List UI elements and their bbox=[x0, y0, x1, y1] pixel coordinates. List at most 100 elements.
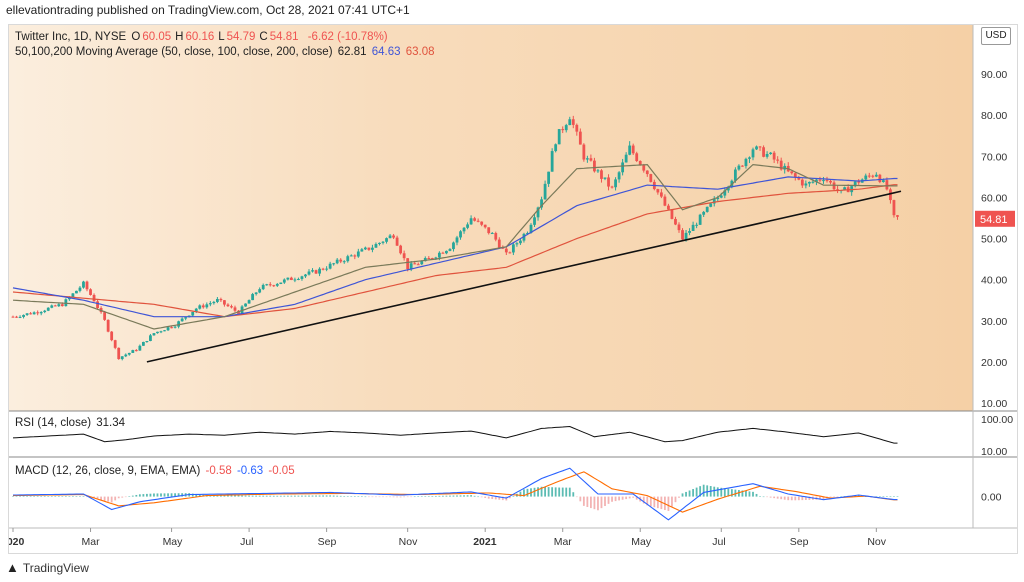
candle-body bbox=[825, 180, 829, 182]
macd-histogram-bar bbox=[741, 490, 744, 497]
macd-histogram-bar bbox=[301, 495, 303, 497]
candle-body bbox=[536, 207, 540, 218]
macd-histogram-bar bbox=[537, 487, 539, 497]
ohlc-values: O 60.05 H 60.16 L 54.79 C 54.81 bbox=[131, 31, 302, 43]
candle-body bbox=[853, 181, 857, 187]
candle-body bbox=[688, 230, 691, 233]
candle-body bbox=[603, 177, 607, 179]
macd-histogram-bar bbox=[459, 495, 462, 497]
macd-histogram-bar bbox=[618, 496, 620, 501]
time-tick-2020: 2020 bbox=[9, 536, 25, 548]
candle-body bbox=[621, 162, 625, 173]
macd-histogram-bar bbox=[72, 496, 74, 497]
candle-body bbox=[698, 214, 702, 225]
candle-body bbox=[205, 304, 209, 308]
macd-histogram-bar bbox=[22, 496, 25, 497]
candle-body bbox=[89, 289, 92, 295]
macd-histogram-bar bbox=[590, 496, 592, 509]
macd-histogram-bar bbox=[487, 496, 490, 499]
candle-body bbox=[381, 241, 385, 243]
macd-histogram-bar bbox=[343, 496, 346, 497]
macd-histogram-bar bbox=[572, 492, 575, 497]
macd-histogram-bar bbox=[368, 496, 370, 498]
candle-body bbox=[173, 326, 177, 328]
macd-histogram-bar bbox=[103, 496, 106, 501]
candle-body bbox=[402, 253, 406, 259]
symbol-legend: Twitter Inc, 1D, NYSE O 60.05 H 60.16 L 54.79… bbox=[15, 31, 390, 43]
macd-histogram-bar bbox=[804, 496, 807, 500]
macd-histogram-bar bbox=[702, 484, 705, 497]
candle-body bbox=[550, 151, 554, 172]
candle-body bbox=[547, 171, 551, 184]
candle-body bbox=[670, 209, 674, 219]
macd-histogram-bar bbox=[54, 496, 57, 497]
candle-body bbox=[138, 345, 142, 351]
candle-body bbox=[282, 279, 286, 283]
macd-histogram-bar bbox=[364, 496, 367, 498]
chart-container[interactable]: 10.00 20.00 30.00 40.00 50.00 60.00 70.00 80.00… bbox=[8, 24, 1018, 554]
macd-histogram-bar bbox=[579, 496, 582, 502]
macd-histogram-bar bbox=[713, 486, 716, 497]
candle-body bbox=[60, 304, 64, 307]
macd-histogram-bar bbox=[420, 496, 423, 497]
candle-body bbox=[388, 235, 392, 239]
candle-body bbox=[53, 305, 57, 307]
time-tick-Nov: Nov bbox=[399, 536, 418, 548]
candle-body bbox=[568, 119, 572, 126]
macd-histogram-bar bbox=[681, 493, 684, 497]
macd-histogram-bar bbox=[727, 488, 730, 497]
ma100-line bbox=[12, 176, 898, 318]
macd-histogram-bar bbox=[614, 496, 617, 502]
macd-histogram-bar bbox=[64, 496, 67, 497]
candle-body bbox=[434, 257, 438, 259]
macd-histogram-bar bbox=[413, 496, 416, 498]
candle-body bbox=[469, 218, 473, 225]
candle-body bbox=[363, 247, 367, 250]
price-change: -6.62 (-10.78%) bbox=[307, 31, 388, 43]
candle-body bbox=[113, 340, 117, 348]
candle-body bbox=[416, 264, 420, 266]
candle-body bbox=[878, 174, 882, 183]
candle-body bbox=[596, 170, 600, 172]
candle-body bbox=[374, 244, 378, 248]
rsi-legend: RSI (14, close) 31.34 bbox=[15, 417, 127, 429]
price-tick-70.00: 70.00 bbox=[981, 151, 1007, 163]
candle-body bbox=[871, 175, 875, 177]
candle-body bbox=[110, 331, 114, 341]
macd-histogram-bar bbox=[734, 489, 737, 497]
candle-body bbox=[476, 220, 480, 222]
candle-body bbox=[642, 165, 646, 171]
ma200-value: 63.08 bbox=[405, 46, 435, 58]
macd-histogram-bar bbox=[33, 496, 36, 497]
candle-body bbox=[755, 146, 758, 150]
macd-histogram-bar bbox=[692, 489, 694, 497]
macd-histogram-bar bbox=[635, 496, 638, 500]
macd-histogram-bar bbox=[353, 496, 356, 497]
candle-body bbox=[244, 303, 247, 307]
time-tick-2021: 2021 bbox=[473, 536, 497, 548]
macd-histogram-bar bbox=[100, 496, 102, 501]
candle-body bbox=[251, 294, 255, 301]
macd-value: -0.58 bbox=[205, 465, 232, 477]
candle-body bbox=[533, 217, 536, 225]
chart-canvas[interactable]: 10.00 20.00 30.00 40.00 50.00 60.00 70.00 80.00… bbox=[9, 25, 1017, 553]
macd-histogram-bar bbox=[332, 495, 335, 497]
macd-histogram-bar bbox=[315, 495, 317, 497]
candle-body bbox=[684, 232, 688, 240]
price-tick-40.00: 40.00 bbox=[981, 275, 1007, 287]
macd-histogram-bar bbox=[399, 496, 402, 498]
macd-histogram-bar bbox=[96, 496, 99, 500]
macd-histogram-bar bbox=[597, 496, 599, 511]
candle-body bbox=[836, 189, 839, 191]
macd-histogram-bar bbox=[886, 496, 888, 497]
macd-histogram-bar bbox=[124, 496, 127, 498]
macd-histogram-bar bbox=[135, 494, 138, 497]
candle-body bbox=[473, 218, 477, 221]
currency-selector[interactable]: USD bbox=[981, 27, 1011, 45]
macd-histogram-bar bbox=[593, 496, 596, 510]
macd-histogram-bar bbox=[146, 493, 148, 497]
ma-legend: 50,100,200 Moving Average (50, close, 10… bbox=[15, 46, 436, 58]
macd-histogram-bar bbox=[720, 487, 723, 497]
macd-histogram-bar bbox=[318, 495, 321, 497]
candle-body bbox=[275, 283, 279, 286]
